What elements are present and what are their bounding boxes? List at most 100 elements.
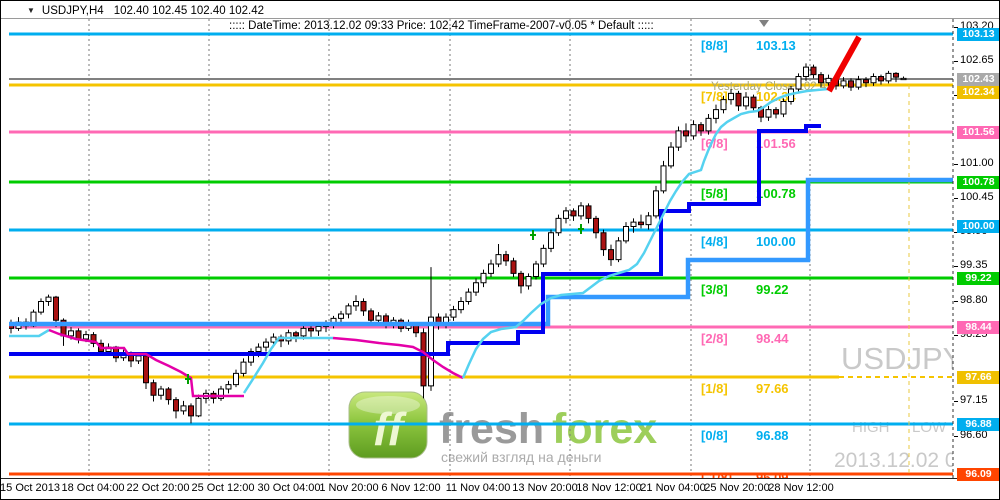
candle	[158, 385, 164, 400]
freshforex-tagline: свежий взгляд на деньги	[441, 449, 601, 465]
candle-body	[810, 66, 817, 76]
date-watermark: 2013.12.02 0	[834, 449, 957, 472]
indicator-info-line: ::::: DateTime: 2013.12.02 09:33 Price: …	[229, 20, 654, 32]
price-tick-mark	[954, 301, 958, 302]
candle-body	[750, 96, 757, 109]
candle	[668, 142, 674, 169]
candle-body	[773, 109, 779, 115]
candle	[825, 74, 832, 86]
high-watermark: HIGH	[852, 419, 890, 436]
time-axis[interactable]: 15 Oct 2013 18 Oct 04:00 22 Oct 20:00 25 Oc…	[1, 480, 999, 499]
murrey-level-price-label: 98.44	[756, 331, 789, 346]
candle	[585, 203, 592, 224]
candle	[900, 76, 907, 81]
candle-body	[795, 76, 802, 90]
symbol-watermark: USDJPY	[841, 341, 963, 376]
price-tick-mark	[954, 335, 958, 336]
murrey-level-fraction-label: [-1/8]	[701, 470, 732, 485]
candle	[570, 208, 577, 221]
candle-body	[803, 66, 809, 77]
price-tick-mark	[954, 232, 958, 233]
candle	[165, 387, 172, 405]
price-tick-label: 98.80	[960, 294, 988, 306]
candle-body	[255, 346, 262, 352]
time-tick-label: 13 Nov 20:00	[512, 482, 578, 494]
dark-blue-step-line	[9, 124, 821, 356]
candle	[473, 278, 479, 296]
candle	[870, 73, 877, 86]
candle-body	[465, 291, 472, 302]
time-tick-label: 11 Nov 04:00	[445, 482, 511, 494]
candle	[548, 229, 554, 253]
candle-body	[900, 77, 907, 81]
time-tick-label: 1 Nov 20:00	[319, 482, 379, 494]
candle	[45, 294, 52, 306]
candle	[818, 72, 824, 88]
candle	[600, 229, 607, 256]
candle-body	[735, 92, 742, 107]
price-tick-label: 99.35	[960, 259, 988, 271]
candle-body	[630, 221, 637, 227]
candle	[450, 305, 457, 321]
candle	[855, 75, 862, 90]
candle-body	[563, 210, 569, 219]
candle-body	[510, 260, 517, 274]
price-level-badge: 103.13	[957, 27, 999, 41]
candle	[533, 260, 539, 280]
candle	[698, 122, 704, 136]
candle-body	[893, 72, 899, 78]
candle-body	[308, 327, 314, 332]
candle-body	[420, 332, 427, 387]
price-tick-label: 96.60	[960, 429, 988, 441]
trend-stop-line-cyan	[242, 336, 333, 394]
candle	[713, 104, 719, 124]
price-level-badge: 100.00	[957, 219, 999, 233]
murrey-level-fraction-label: [2/8]	[701, 331, 728, 346]
candle-body	[300, 327, 307, 337]
low-watermark: LOW	[912, 419, 947, 436]
candle-body	[338, 313, 344, 319]
candle	[278, 334, 284, 348]
candle-body	[270, 336, 277, 343]
candle	[188, 403, 194, 424]
price-tick-mark	[954, 164, 958, 165]
candle-body	[878, 76, 884, 82]
candle-body	[638, 221, 644, 226]
trend-stop-line-magenta	[332, 336, 464, 380]
candle-body	[848, 80, 854, 88]
candle	[765, 105, 772, 121]
murrey-level-price-label: 101.56	[756, 136, 796, 151]
candle	[810, 64, 817, 79]
candle	[593, 215, 599, 239]
murrey-level-fraction-label: [6/8]	[701, 136, 728, 151]
candle-body	[518, 272, 524, 287]
candle	[345, 303, 352, 319]
candle-body	[660, 165, 667, 192]
price-tick-mark	[954, 266, 958, 267]
price-level-badge: 99.22	[957, 271, 999, 285]
candle-body	[368, 310, 374, 321]
time-tick-label: 21 Nov 04:00	[640, 482, 706, 494]
time-tick-label: 25 Nov 20:00	[704, 482, 770, 494]
candle	[143, 354, 149, 389]
time-tick-label: 30 Oct 04:00	[257, 482, 321, 494]
price-axis[interactable]: 103.20102.65102.10101.00100.4599.9099.35…	[954, 1, 999, 481]
candle	[683, 123, 689, 143]
candle-body	[315, 326, 322, 332]
candle	[38, 298, 44, 315]
collapse-triangle-icon[interactable]: ▼	[27, 6, 35, 15]
candle	[863, 77, 869, 88]
symbol-period-label: USDJPY,H4	[41, 5, 104, 17]
murrey-level-fraction-label: [8/8]	[701, 38, 728, 53]
candle	[660, 160, 667, 194]
candle	[428, 267, 434, 391]
candle-body	[743, 96, 749, 107]
candle-body	[825, 77, 832, 84]
candle	[630, 218, 637, 233]
candle-body	[885, 72, 892, 82]
price-tick-label: 101.00	[960, 157, 994, 169]
candle-body	[473, 282, 479, 293]
candle-body	[765, 109, 772, 118]
candle-body	[713, 109, 719, 119]
